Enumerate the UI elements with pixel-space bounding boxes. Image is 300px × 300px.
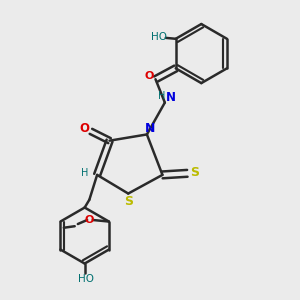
Text: H: H — [158, 91, 165, 101]
Text: N: N — [165, 92, 176, 104]
Text: O: O — [84, 215, 93, 225]
Text: O: O — [79, 122, 89, 135]
Text: N: N — [145, 122, 155, 135]
Text: S: S — [124, 195, 133, 208]
Text: H: H — [81, 168, 88, 178]
Text: HO: HO — [78, 274, 94, 284]
Text: S: S — [190, 166, 200, 179]
Text: O: O — [145, 71, 154, 81]
Text: HO: HO — [151, 32, 166, 42]
